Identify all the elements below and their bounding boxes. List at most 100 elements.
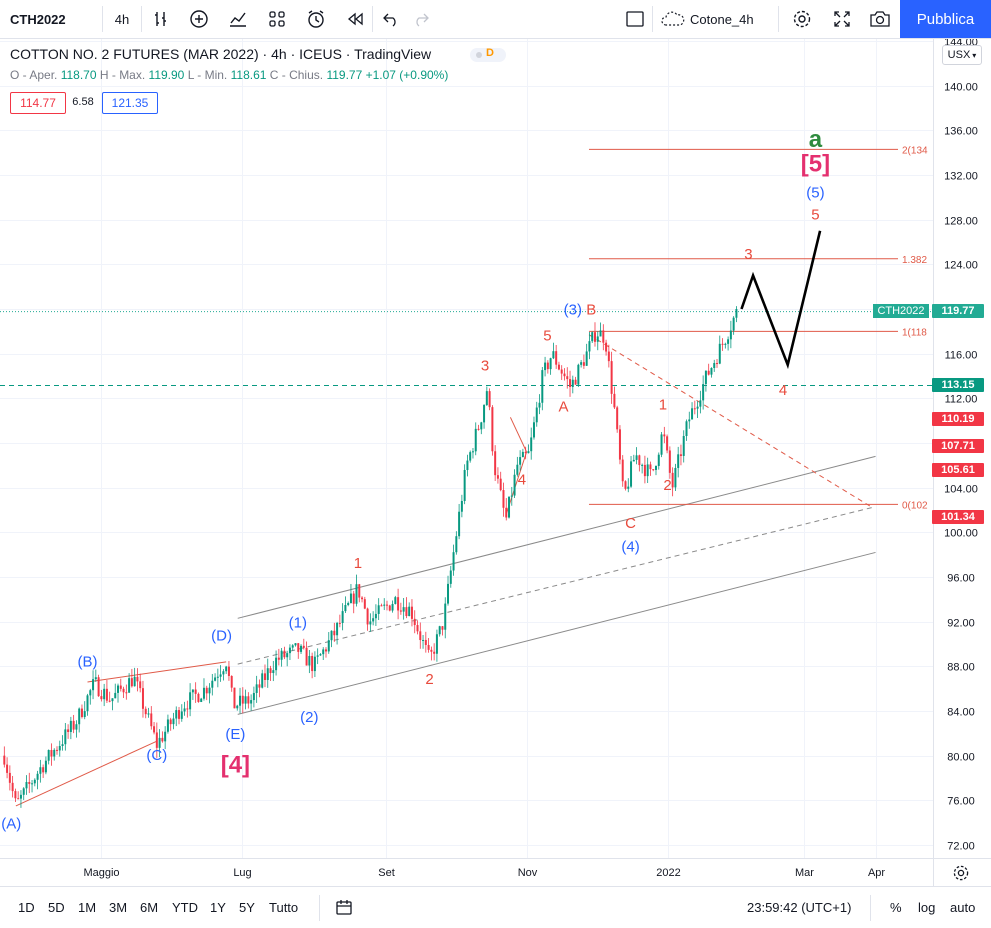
candle-body bbox=[283, 650, 286, 658]
candle-body bbox=[716, 363, 719, 365]
price-chart[interactable]: 2(134 1.382 1(118 0(102 (A) (B) (C) (D) (E) [4] (… bbox=[0, 39, 991, 886]
settings-icon[interactable] bbox=[789, 0, 815, 38]
publish-button[interactable]: Pubblica bbox=[900, 0, 991, 38]
layout-select-icon[interactable] bbox=[622, 0, 648, 38]
candle-body bbox=[569, 379, 572, 388]
candle-body bbox=[405, 607, 408, 617]
add-indicator-icon[interactable] bbox=[186, 0, 212, 38]
candle-body bbox=[419, 631, 422, 641]
candle-body bbox=[455, 536, 458, 553]
y-tick-label: 92.00 bbox=[947, 618, 975, 630]
candle-body bbox=[516, 464, 519, 475]
candle-body bbox=[19, 794, 22, 799]
toolbar-separator bbox=[870, 895, 871, 921]
symbol-search-button[interactable]: CTH2022 bbox=[10, 11, 66, 27]
candle-body bbox=[139, 681, 142, 689]
x-tick-label: Lug bbox=[233, 867, 251, 879]
log-scale-toggle[interactable]: log bbox=[918, 900, 936, 915]
candle-body bbox=[230, 675, 233, 688]
channel-upper-line bbox=[237, 455, 876, 619]
wave-label: (D) bbox=[211, 628, 232, 645]
range-1y[interactable]: 1Y bbox=[210, 900, 226, 915]
range-ytd[interactable]: YTD bbox=[172, 900, 198, 915]
wave-label: 5 bbox=[543, 327, 551, 344]
sell-price-button[interactable]: 114.77 bbox=[10, 92, 66, 114]
candle-body bbox=[189, 692, 192, 710]
wave-label: (1) bbox=[289, 614, 307, 631]
range-3m[interactable]: 3M bbox=[109, 900, 128, 915]
candle-body bbox=[649, 464, 652, 470]
candle-body bbox=[555, 351, 558, 365]
clock-timezone[interactable]: 23:59:42 (UTC+1) bbox=[747, 900, 852, 915]
chevron-down-icon: ▾ bbox=[972, 50, 977, 60]
indicators-icon[interactable] bbox=[225, 0, 251, 38]
candle-body bbox=[94, 677, 97, 680]
candle-body bbox=[477, 428, 480, 430]
candle-body bbox=[211, 680, 214, 688]
candle-body bbox=[488, 391, 491, 408]
candle-body bbox=[133, 676, 136, 687]
undo-icon[interactable] bbox=[378, 0, 404, 38]
range-5d[interactable]: 5D bbox=[48, 900, 65, 915]
alert-icon[interactable] bbox=[303, 0, 329, 38]
candle-body bbox=[25, 782, 28, 789]
wave-label: (4) bbox=[621, 538, 639, 555]
candle-body bbox=[502, 490, 505, 508]
y-tick-label: 100.00 bbox=[944, 528, 978, 540]
goto-date-icon[interactable] bbox=[334, 887, 354, 928]
fullscreen-icon[interactable] bbox=[829, 0, 855, 38]
toolbar-separator bbox=[778, 6, 779, 32]
candle-body bbox=[452, 552, 455, 571]
candle-body bbox=[100, 696, 103, 700]
templates-icon[interactable] bbox=[264, 0, 290, 38]
candle-body bbox=[114, 692, 117, 699]
range-6m[interactable]: 6M bbox=[140, 900, 159, 915]
candle-body bbox=[580, 362, 583, 365]
y-tick-label: 80.00 bbox=[947, 752, 975, 764]
chart-style-icon[interactable] bbox=[148, 0, 174, 38]
fib-level-label: 2(134 bbox=[902, 145, 928, 156]
candle-body bbox=[724, 343, 727, 345]
candle-body bbox=[718, 343, 721, 364]
candle-body bbox=[596, 336, 599, 342]
range-5y[interactable]: 5Y bbox=[239, 900, 255, 915]
toolbar-separator bbox=[141, 6, 142, 32]
interval-button[interactable]: 4h bbox=[114, 11, 130, 27]
buy-price-button[interactable]: 121.35 bbox=[102, 92, 158, 114]
camera-icon[interactable] bbox=[867, 0, 893, 38]
auto-scale-toggle[interactable]: auto bbox=[950, 900, 976, 915]
candle-body bbox=[616, 407, 619, 430]
range-1m[interactable]: 1M bbox=[78, 900, 97, 915]
candle-body bbox=[47, 749, 50, 761]
candle-body bbox=[422, 639, 425, 641]
percent-scale-toggle[interactable]: % bbox=[890, 900, 902, 915]
candle-body bbox=[641, 464, 644, 466]
price-axis-label: 119.77 bbox=[932, 304, 984, 319]
candle-body bbox=[125, 692, 128, 694]
candle-body bbox=[588, 341, 591, 352]
candle-body bbox=[111, 698, 114, 702]
cloud-icon[interactable] bbox=[660, 0, 686, 38]
range-all[interactable]: Tutto bbox=[269, 900, 299, 915]
axis-settings-icon[interactable] bbox=[952, 864, 972, 884]
x-tick-label: Set bbox=[378, 867, 395, 879]
candle-body bbox=[89, 690, 92, 696]
replay-icon[interactable] bbox=[342, 0, 368, 38]
layout-name-button[interactable]: Cotone_4h bbox=[690, 11, 754, 27]
candle-body bbox=[244, 696, 247, 704]
fib-level-label: 1.382 bbox=[902, 255, 927, 266]
candle-body bbox=[280, 650, 283, 660]
candle-body bbox=[519, 457, 522, 465]
candle-body bbox=[322, 649, 325, 655]
wave-label: (2) bbox=[300, 709, 318, 726]
candle-body bbox=[347, 603, 350, 606]
candle-body bbox=[427, 644, 430, 650]
candle-body bbox=[460, 500, 463, 512]
currency-select[interactable]: USX ▾ bbox=[942, 45, 982, 65]
candle-body bbox=[666, 436, 669, 451]
range-1d[interactable]: 1D bbox=[18, 900, 35, 915]
candle-body bbox=[727, 339, 730, 344]
redo-icon[interactable] bbox=[408, 0, 434, 38]
candle-body bbox=[305, 647, 308, 666]
candle-body bbox=[510, 495, 513, 497]
